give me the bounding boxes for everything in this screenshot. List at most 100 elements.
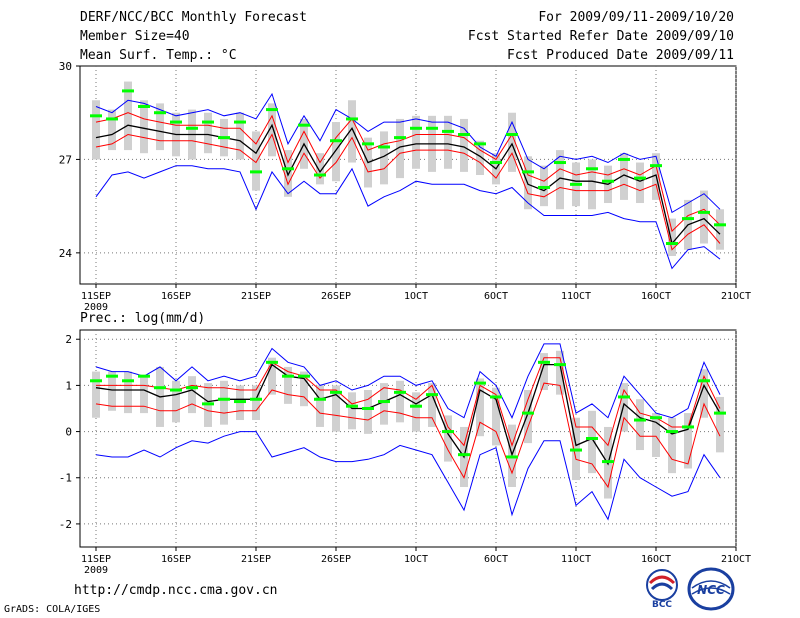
- median-marker: [474, 142, 486, 146]
- median-marker: [298, 374, 310, 378]
- y-tick-label: -2: [59, 518, 72, 531]
- x-tick-label: 1OCT: [404, 554, 428, 565]
- ensemble-max-line: [95, 343, 721, 419]
- median-marker: [266, 108, 278, 112]
- median-marker: [682, 425, 694, 429]
- median-marker: [218, 397, 230, 401]
- median-marker: [698, 379, 710, 383]
- median-marker: [554, 161, 566, 165]
- spread-box: [124, 371, 132, 414]
- x-tick-label: 26SEP: [321, 291, 351, 302]
- spread-box: [108, 371, 116, 411]
- median-marker: [650, 164, 662, 168]
- spread-box: [380, 383, 388, 425]
- x-tick-label: 16SEP: [161, 291, 191, 302]
- spread-box: [588, 410, 596, 474]
- spread-box: [588, 159, 596, 210]
- median-marker: [490, 161, 502, 165]
- median-marker: [122, 89, 134, 93]
- x-tick-label: 21OCT: [721, 291, 751, 302]
- x-tick-label: 11SEP: [81, 291, 111, 302]
- median-marker: [330, 390, 342, 394]
- median-marker: [202, 402, 214, 406]
- spread-box: [476, 140, 484, 175]
- median-marker: [250, 397, 262, 401]
- median-marker: [314, 397, 326, 401]
- spread-box: [236, 112, 244, 160]
- median-marker: [442, 430, 454, 434]
- spread-box: [540, 353, 548, 391]
- median-marker: [138, 104, 150, 108]
- spread-box: [636, 399, 644, 451]
- ensemble-max-line: [95, 92, 721, 214]
- median-marker: [506, 133, 518, 137]
- median-marker: [602, 179, 614, 183]
- median-marker: [634, 418, 646, 422]
- spread-box: [380, 131, 388, 185]
- median-marker: [234, 400, 246, 404]
- spread-box: [620, 153, 628, 200]
- median-marker: [298, 123, 310, 127]
- spread-box: [444, 415, 452, 462]
- median-marker: [714, 223, 726, 227]
- spread-box: [684, 413, 692, 469]
- median-marker: [154, 386, 166, 390]
- spread-box: [716, 209, 724, 250]
- median-marker: [138, 374, 150, 378]
- x-tick-label: 11OCT: [561, 554, 591, 565]
- median-marker: [714, 411, 726, 415]
- spread-box: [412, 392, 420, 432]
- spread-box: [156, 103, 164, 151]
- x-year-label: 2009: [84, 565, 108, 576]
- median-marker: [218, 136, 230, 140]
- spread-box: [636, 162, 644, 204]
- ncc-logo-text: NCC: [697, 583, 725, 597]
- spread-box: [716, 396, 724, 453]
- spread-box: [220, 380, 228, 425]
- source-url[interactable]: http://cmdp.ncc.cma.gov.cn: [74, 583, 278, 598]
- spread-box: [652, 413, 660, 457]
- spread-box: [476, 378, 484, 437]
- y-tick-label: 30: [59, 60, 72, 73]
- spread-box: [444, 115, 452, 169]
- y-tick-label: 1: [65, 379, 72, 392]
- spread-box: [508, 112, 516, 172]
- spread-box: [428, 383, 436, 427]
- median-marker: [266, 360, 278, 364]
- spread-box: [556, 350, 564, 395]
- spread-box: [668, 218, 676, 256]
- spread-box: [396, 118, 404, 179]
- median-marker: [650, 416, 662, 420]
- x-tick-label: 6OCT: [484, 554, 508, 565]
- ensemble-mean-line: [95, 363, 721, 466]
- spread-box: [524, 390, 532, 444]
- grads-credit: GrADS: COLA/IGES: [4, 604, 101, 615]
- median-marker: [250, 170, 262, 174]
- variable-label: Mean Surf. Temp.: °C: [80, 48, 237, 63]
- x-tick-label: 26SEP: [321, 554, 351, 565]
- median-marker: [234, 120, 246, 124]
- spread-box: [268, 103, 276, 157]
- median-marker: [154, 111, 166, 115]
- spread-box: [556, 150, 564, 210]
- median-marker: [490, 395, 502, 399]
- x-tick-label: 16OCT: [641, 554, 671, 565]
- median-marker: [570, 182, 582, 186]
- median-marker: [314, 173, 326, 177]
- median-marker: [410, 404, 422, 408]
- spread-box: [460, 118, 468, 172]
- spread-box: [300, 371, 308, 407]
- median-marker: [426, 126, 438, 130]
- median-marker: [602, 460, 614, 464]
- median-marker: [330, 139, 342, 143]
- x-year-label: 2009: [84, 302, 108, 313]
- spread-box: [92, 100, 100, 160]
- median-marker: [570, 448, 582, 452]
- x-tick-label: 6OCT: [484, 291, 508, 302]
- ensemble-min-line: [95, 165, 721, 270]
- spread-box: [252, 385, 260, 421]
- y-tick-label: 2: [65, 333, 72, 346]
- spread-box: [396, 380, 404, 423]
- median-marker: [458, 453, 470, 457]
